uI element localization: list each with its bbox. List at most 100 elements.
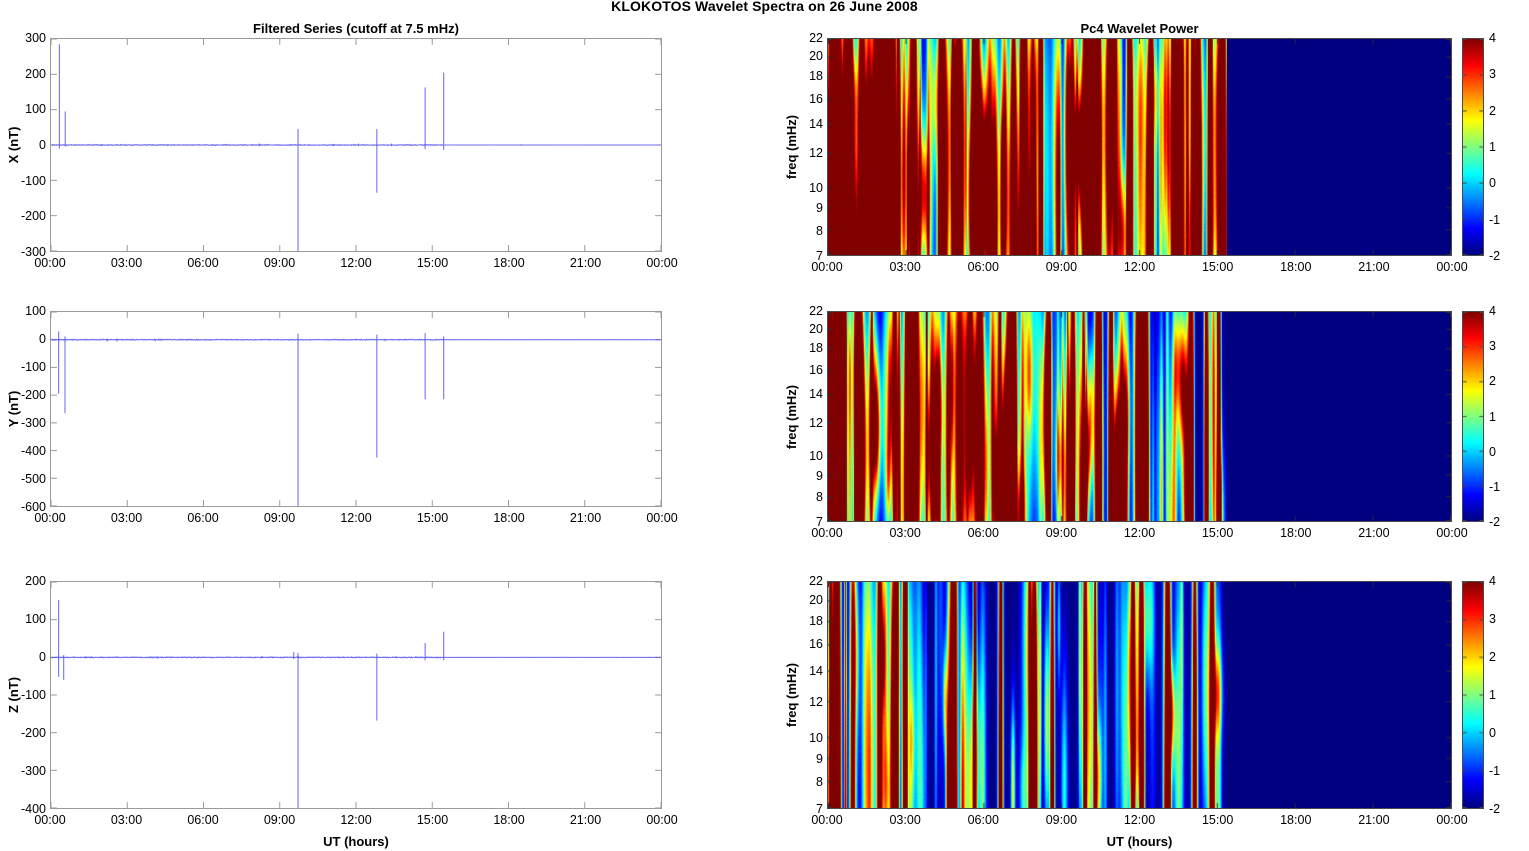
ytick-label-x: -300: [20, 245, 46, 259]
spectrogram-xtick-label-z: 06:00: [967, 813, 999, 827]
xtick-label-y: 09:00: [263, 511, 296, 525]
spectrogram-xtick-label-x: 21:00: [1358, 260, 1390, 274]
xtick-label-z: 18:00: [493, 813, 525, 827]
xtick-label-x: 09:00: [263, 256, 296, 270]
spectrogram-xtick-label-z: 21:00: [1358, 813, 1390, 827]
colorbar-tick-label-x: 1: [1489, 140, 1496, 154]
colorbar-tick-label-y: 1: [1489, 409, 1496, 424]
xtick-label-z: 21:00: [569, 813, 602, 827]
freq-tick-label-x: 14: [809, 117, 823, 132]
xtick-label-z: 15:00: [416, 813, 449, 827]
timeseries-plot-x: [51, 39, 661, 251]
xtick-label-x: 06:00: [187, 256, 219, 270]
freq-tick-label-x: 16: [809, 91, 823, 106]
ytick-label-y: 100: [25, 304, 46, 318]
freq-axis-label-x: freq (mHz): [784, 114, 799, 180]
colorbar-tick-label-y: 2: [1489, 374, 1496, 389]
ytick-label-x: -100: [20, 173, 46, 188]
spectrogram-xtick-label-y: 00:00: [811, 526, 843, 540]
colorbar-tick-label-z: 0: [1489, 726, 1496, 740]
freq-tick-label-x: 18: [809, 69, 823, 84]
freq-tick-label-y: 8: [816, 490, 823, 505]
xtick-label-z: 12:00: [340, 813, 372, 827]
xlabel-spectrogram: UT (hours): [1106, 834, 1173, 849]
freq-tick-label-z: 12: [809, 694, 823, 709]
colorbar-tick-label-y: 0: [1489, 444, 1496, 459]
ytick-label-z: -100: [20, 688, 46, 702]
xtick-label-x: 15:00: [416, 256, 449, 270]
xtick-label-y: 00:00: [34, 511, 66, 525]
ytick-label-x: 100: [25, 102, 46, 117]
freq-tick-label-y: 7: [816, 515, 823, 529]
spectrogram-xtick-label-z: 18:00: [1280, 813, 1312, 827]
xtick-label-z: 00:00: [34, 813, 66, 827]
freq-tick-label-y: 20: [809, 321, 823, 336]
xtick-label-x: 00:00: [34, 256, 66, 270]
spectrogram-xtick-label-z: 00:00: [1436, 813, 1468, 827]
spectrogram-xtick-label-z: 15:00: [1201, 813, 1234, 827]
ytick-label-z: 100: [25, 612, 46, 626]
spectrogram-xtick-label-y: 00:00: [1436, 526, 1468, 540]
xtick-label-y: 06:00: [187, 511, 219, 525]
colorbar-tick-label-z: 1: [1489, 688, 1496, 702]
freq-tick-label-x: 20: [809, 49, 823, 64]
freq-tick-label-y: 16: [809, 362, 823, 377]
xlabel-timeseries: UT (hours): [323, 834, 389, 849]
ytick-label-z: -200: [20, 726, 46, 740]
colorbar-tick-label-x: 3: [1489, 67, 1496, 82]
spectrogram-xtick-label-x: 00:00: [1436, 260, 1468, 274]
freq-tick-label-z: 8: [816, 775, 823, 790]
timeseries-plot-z: [51, 582, 661, 808]
freq-tick-label-z: 20: [809, 592, 823, 607]
xtick-label-z: 00:00: [646, 813, 678, 827]
colorbar-tick-label-y: -2: [1489, 515, 1501, 529]
spectrogram-xtick-label-z: 09:00: [1045, 813, 1078, 827]
spectrogram-xtick-label-y: 21:00: [1358, 526, 1390, 540]
ylabel-y: Y (nT): [6, 390, 21, 428]
xtick-label-y: 12:00: [340, 511, 372, 525]
spectrogram-xtick-label-x: 18:00: [1280, 260, 1312, 274]
xtick-label-x: 21:00: [569, 256, 602, 270]
colorbar-tick-label-y: 4: [1489, 304, 1496, 318]
colorbar-gradient-y: [1463, 312, 1483, 521]
spectrogram-xtick-label-y: 12:00: [1123, 526, 1156, 540]
freq-axis-label-z: freq (mHz): [784, 662, 799, 728]
colorbar-tick-label-z: 3: [1489, 612, 1496, 626]
xtick-label-y: 21:00: [569, 511, 602, 525]
spectrogram-image-y: [828, 312, 1451, 521]
freq-tick-label-y: 12: [809, 415, 823, 430]
spectrogram-image-z: [828, 582, 1451, 808]
freq-tick-label-x: 8: [816, 223, 823, 238]
spectrogram-axes-x: [827, 38, 1452, 256]
freq-tick-label-x: 10: [809, 181, 823, 196]
xtick-label-x: 18:00: [493, 256, 525, 270]
ylabel-x: X (nT): [6, 126, 21, 164]
freq-tick-label-y: 14: [809, 387, 823, 402]
spectrogram-axes-y: [827, 311, 1452, 522]
ytick-label-y: -100: [20, 360, 46, 374]
left-column-title: Filtered Series (cutoff at 7.5 mHz): [253, 21, 459, 36]
spectrogram-xtick-label-z: 12:00: [1123, 813, 1156, 827]
spectrogram-xtick-label-x: 00:00: [811, 260, 843, 274]
colorbar-tick-label-x: -1: [1489, 212, 1501, 227]
ytick-label-y: -600: [20, 500, 46, 514]
freq-tick-label-y: 22: [809, 304, 823, 318]
xtick-label-y: 03:00: [110, 511, 143, 525]
freq-tick-label-z: 18: [809, 613, 823, 628]
timeseries-axes-x: [50, 38, 662, 252]
ytick-label-z: 0: [39, 650, 46, 664]
colorbar-tick-label-z: -2: [1489, 802, 1501, 816]
ytick-label-y: -200: [20, 388, 46, 402]
ytick-label-x: -200: [20, 209, 46, 224]
freq-tick-label-x: 12: [809, 146, 823, 161]
freq-tick-label-z: 7: [816, 802, 823, 816]
freq-tick-label-x: 9: [816, 201, 823, 216]
ytick-label-x: 300: [25, 31, 46, 45]
xtick-label-x: 12:00: [340, 256, 372, 270]
spectrogram-axes-z: [827, 581, 1452, 809]
colorbar-tick-label-z: 2: [1489, 650, 1496, 664]
spectrogram-xtick-label-x: 03:00: [889, 260, 921, 274]
xtick-label-z: 06:00: [187, 813, 219, 827]
colorbar-gradient-x: [1463, 39, 1483, 255]
spectrogram-image-x: [828, 39, 1451, 255]
